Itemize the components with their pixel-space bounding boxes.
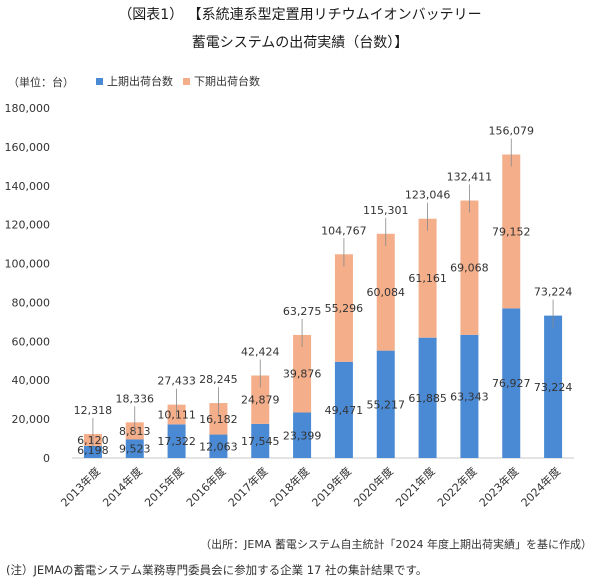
data-label-total: 63,275 — [283, 305, 322, 318]
footnote: (注）JEMAの蓄電システム業務専門委員会に参加する企業 17 社の集計結果です… — [6, 563, 428, 577]
source-note: （出所：JEMA 蓄電システム自主統計「2024 年度上期出荷実績」を基に作成） — [200, 538, 592, 551]
data-label-first-half: 12,063 — [199, 440, 238, 453]
bar-second-half — [251, 375, 270, 424]
legend-swatch-first-half — [96, 77, 103, 85]
legend-item-second-half: 下期出荷台数 — [183, 73, 260, 89]
data-label-second-half: 79,152 — [492, 225, 531, 238]
data-label-first-half: 61,885 — [408, 392, 447, 405]
y-tick-label: 140,000 — [5, 180, 51, 193]
x-tick-label: 2023年度 — [476, 464, 521, 509]
data-label-total: 73,224 — [534, 286, 573, 299]
data-label-total: 115,301 — [363, 204, 409, 217]
data-label-total: 12,318 — [74, 404, 113, 417]
data-label-second-half: 16,182 — [199, 413, 238, 426]
x-tick-label: 2016年度 — [183, 464, 228, 509]
bar-second-half — [418, 218, 437, 338]
data-label-total: 18,336 — [116, 392, 155, 405]
data-label-first-half: 17,545 — [241, 435, 280, 448]
y-tick-label: 120,000 — [5, 219, 51, 232]
y-axis-unit-label: （単位：台） — [8, 76, 74, 89]
data-label-second-half: 24,879 — [241, 394, 280, 407]
bar-first-half — [418, 337, 437, 458]
y-tick-label: 180,000 — [5, 102, 51, 115]
bar-first-half — [293, 412, 312, 458]
data-label-total: 28,245 — [199, 373, 238, 386]
bar-second-half — [334, 254, 353, 362]
data-label-second-half: 69,068 — [450, 262, 489, 275]
x-tick-label: 2015年度 — [141, 464, 186, 509]
x-tick-label: 2020年度 — [351, 464, 396, 509]
bar-first-half — [334, 361, 353, 458]
x-tick-label: 2019年度 — [309, 464, 354, 509]
chart-title-line1: （図表1） 【系統連系型定置用リチウムイオンバッテリー — [118, 7, 482, 23]
x-tick-label: 2021年度 — [392, 464, 437, 509]
data-label-total: 123,046 — [405, 189, 451, 202]
data-label-second-half: 55,296 — [325, 302, 364, 315]
x-tick-label: 2018年度 — [267, 464, 312, 509]
legend-swatch-second-half — [183, 77, 190, 85]
data-label-total: 42,424 — [241, 346, 280, 359]
legend-label-first-half: 上期出荷台数 — [107, 75, 173, 88]
bar-second-half — [460, 200, 479, 335]
bar-first-half — [460, 334, 479, 458]
data-label-first-half: 73,224 — [534, 381, 573, 394]
data-label-total: 27,433 — [157, 375, 196, 388]
y-tick-label: 20,000 — [12, 413, 51, 426]
data-label-second-half: 60,084 — [367, 286, 406, 299]
x-tick-label: 2022年度 — [434, 464, 479, 509]
bar-first-half — [125, 439, 144, 458]
x-tick-label: 2024年度 — [518, 464, 563, 509]
bar-first-half — [167, 424, 186, 458]
x-tick-label: 2014年度 — [100, 464, 145, 509]
data-label-total: 132,411 — [447, 171, 493, 184]
y-tick-label: 60,000 — [12, 335, 51, 348]
y-tick-label: 0 — [43, 452, 50, 465]
data-label-second-half: 39,876 — [283, 368, 322, 381]
chart-title-line2: 蓄電システムの出荷実績（台数）】 — [191, 35, 409, 51]
data-label-first-half: 23,399 — [283, 429, 322, 442]
bar-first-half — [83, 445, 102, 458]
bar-first-half — [544, 315, 563, 458]
data-label-first-half: 55,217 — [367, 398, 406, 411]
y-tick-label: 40,000 — [12, 374, 51, 387]
x-tick-label: 2017年度 — [225, 464, 270, 509]
bar-second-half — [376, 233, 395, 351]
data-label-first-half: 17,322 — [157, 435, 196, 448]
data-label-first-half: 49,471 — [325, 404, 364, 417]
x-tick-label: 2013年度 — [58, 464, 103, 509]
data-label-first-half: 9,523 — [119, 443, 151, 456]
data-label-first-half: 6,198 — [77, 444, 109, 457]
data-label-first-half: 63,343 — [450, 390, 489, 403]
bar-first-half — [251, 423, 270, 458]
bar-first-half — [376, 350, 395, 458]
bar-second-half — [209, 403, 228, 435]
data-label-first-half: 76,927 — [492, 377, 531, 390]
legend-item-first-half: 上期出荷台数 — [96, 73, 173, 89]
bar-second-half — [502, 154, 521, 309]
y-tick-label: 100,000 — [5, 258, 51, 271]
data-label-total: 104,767 — [321, 224, 367, 237]
bar-first-half — [502, 308, 521, 458]
legend-label-second-half: 下期出荷台数 — [194, 75, 260, 88]
bar-first-half — [209, 434, 228, 458]
data-label-total: 156,079 — [489, 125, 535, 138]
data-label-second-half: 61,161 — [408, 272, 447, 285]
y-tick-label: 160,000 — [5, 141, 51, 154]
y-tick-label: 80,000 — [12, 296, 51, 309]
bar-second-half — [293, 334, 312, 413]
